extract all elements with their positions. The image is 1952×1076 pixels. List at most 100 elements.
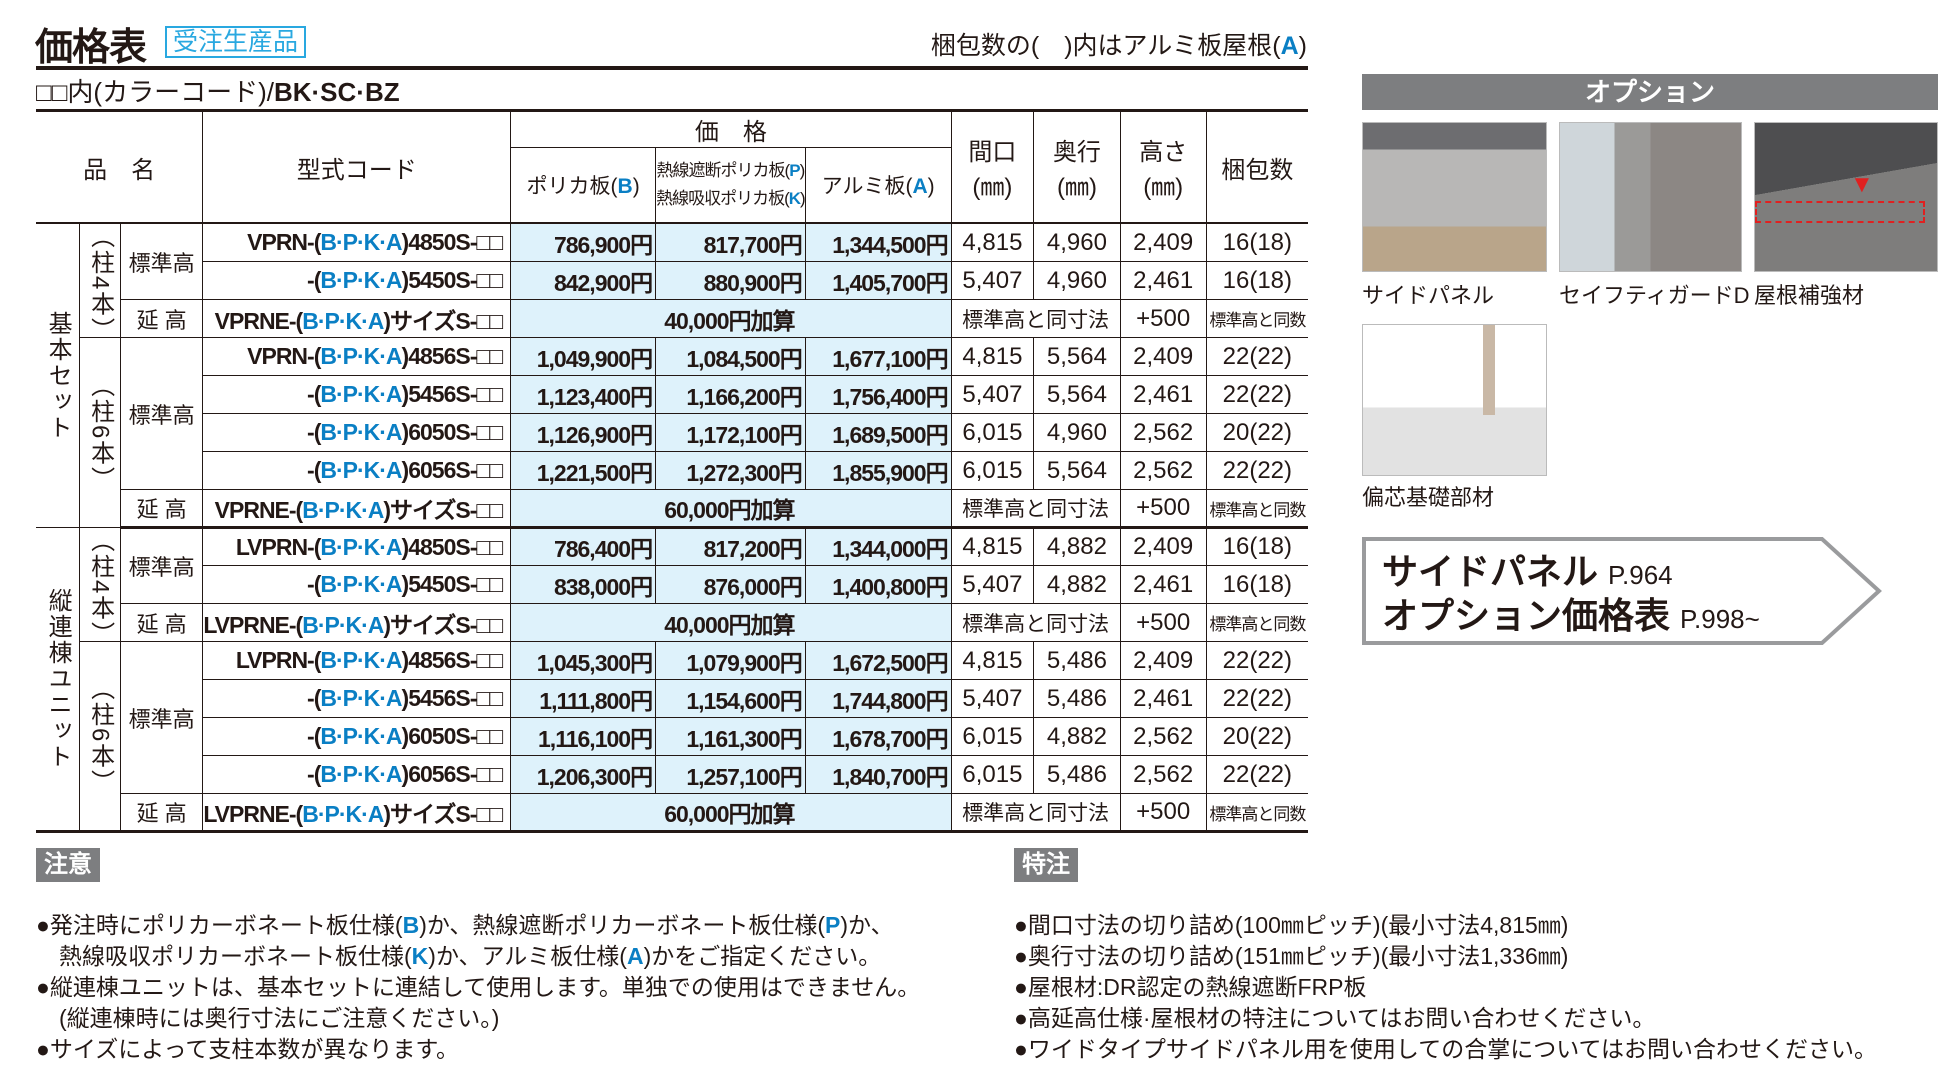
- option-page-link[interactable]: サイドパネル P.964 オプション価格表 P.998~: [1362, 537, 1882, 645]
- price-polycarbonate: 1,206,300円: [510, 755, 657, 794]
- price-heat-cut: 1,084,500円: [655, 337, 806, 376]
- height-mm: 2,409: [1119, 223, 1207, 262]
- width-mm: 6,015: [950, 451, 1035, 490]
- side-panel-link[interactable]: サイドパネル P.964: [1382, 543, 1673, 595]
- offset-foundation-image: [1362, 324, 1547, 476]
- width-mm: 4,815: [950, 223, 1035, 262]
- price-heat-cut: 1,161,300円: [655, 717, 806, 756]
- code-prefix: -(: [307, 761, 321, 787]
- price-aluminum: 1,677,100円: [804, 337, 952, 376]
- pack-count: 22(22): [1205, 641, 1308, 680]
- code-suffix: )5450S-□□: [401, 267, 504, 293]
- dimensions-same: 標準高と同寸法: [950, 489, 1121, 529]
- code-prefix: -(: [307, 419, 321, 445]
- code-variant: B·P·K·A: [302, 497, 384, 523]
- model-code: -(B·P·K·A)6056S-□□: [202, 451, 512, 490]
- code-prefix: LVPRN-(: [235, 647, 322, 673]
- header-height: 高さ (㎜): [1119, 110, 1207, 223]
- width-mm: 5,407: [950, 679, 1035, 718]
- post-count-label: （柱6本）: [79, 337, 121, 528]
- note-text: )か、熱線遮断ポリカーボネート板仕様(: [419, 912, 826, 938]
- header-pack: 梱包数: [1205, 110, 1308, 223]
- height-type-label: 延 高: [120, 489, 204, 529]
- label: 熱線吸収ポリカ板(: [656, 189, 790, 208]
- dimensions-same: 標準高と同寸法: [950, 793, 1121, 832]
- table-row: -(B·P·K·A)6056S-□□ 1,221,500円 1,272,300円 1,…: [36, 451, 1308, 490]
- height-mm: 2,461: [1119, 261, 1207, 300]
- code-suffix: )4856S-□□: [401, 343, 504, 369]
- height-mm: 2,461: [1119, 375, 1207, 414]
- price-heat-cut: 1,257,100円: [655, 755, 806, 794]
- code-prefix: -(: [307, 457, 321, 483]
- header-depth-label: 奥行: [1052, 139, 1101, 166]
- note-line: ●発注時にポリカーボネート板仕様(B)か、熱線遮断ポリカーボネート板仕様(P)か…: [36, 906, 894, 940]
- note-text: )か、: [840, 912, 894, 938]
- header-depth-unit: (㎜): [1056, 174, 1097, 201]
- code-suffix: )サイズS-□□: [383, 611, 503, 638]
- height-addition: +500: [1119, 299, 1207, 338]
- code-suffix: )サイズS-□□: [383, 497, 503, 523]
- code-prefix: -(: [307, 723, 321, 749]
- depth-mm: 5,486: [1033, 755, 1121, 794]
- label: ): [799, 161, 806, 180]
- price-addition: 60,000円加算: [510, 793, 952, 832]
- code-prefix: -(: [307, 685, 321, 711]
- depth-mm: 4,960: [1033, 261, 1121, 300]
- note-text: (縦連棟時には奥行寸法にご注意ください。): [36, 1005, 500, 1031]
- height-type-label: 延 高: [120, 793, 204, 832]
- header-width-label: 間口: [968, 139, 1017, 166]
- code-suffix: )5456S-□□: [401, 381, 504, 407]
- note-text: ●縦連棟ユニットは、基本セットに連結して使用します。単独での使用はできません。: [36, 974, 921, 1000]
- price-polycarbonate: 786,900円: [510, 223, 657, 262]
- depth-mm: 4,882: [1033, 527, 1121, 566]
- code-prefix: LVPRNE-(: [203, 611, 303, 638]
- table-row: 延 高 VPRNE-(B·P·K·A)サイズS-□□ 60,000円加算 標準高と同寸…: [36, 489, 1308, 529]
- pack-note: 梱包数の( )内はアルミ板屋根(A): [931, 26, 1307, 62]
- note-text: )かをご指定ください。: [643, 943, 882, 969]
- option-price-link[interactable]: オプション価格表 P.998~: [1382, 587, 1760, 639]
- height-mm: 2,562: [1119, 413, 1207, 452]
- code-variant: B·P·K·A: [320, 267, 402, 293]
- code-suffix: )4850S-□□: [401, 229, 504, 255]
- header-price-pk: 熱線遮断ポリカ板(P) 熱線吸収ポリカ板(K): [655, 147, 806, 223]
- header-height-label: 高さ: [1139, 139, 1188, 166]
- model-code: -(B·P·K·A)6050S-□□: [202, 413, 512, 452]
- post-count-label: （柱4本）: [79, 223, 121, 343]
- note-text: 熱線吸収ポリカーボネート板仕様(: [36, 943, 412, 969]
- dimensions-same: 標準高と同寸法: [950, 603, 1121, 642]
- table-row: -(B·P·K·A)6050S-□□ 1,126,900円 1,172,100円 1,…: [36, 413, 1308, 452]
- price-addition: 40,000円加算: [510, 603, 952, 642]
- link-page: P.998~: [1680, 604, 1760, 634]
- height-mm: 2,409: [1119, 527, 1207, 566]
- model-code: VPRN-(B·P·K·A)4850S-□□: [202, 223, 512, 262]
- letter: B: [617, 175, 633, 198]
- note-line: 熱線吸収ポリカーボネート板仕様(K)か、アルミ板仕様(A)かをご指定ください。: [36, 937, 881, 971]
- price-polycarbonate: 786,400円: [510, 527, 657, 566]
- color-note-label: □□内(カラーコード)/: [36, 77, 274, 107]
- price-polycarbonate: 1,126,900円: [510, 413, 657, 452]
- model-code: LVPRNE-(B·P·K·A)サイズS-□□: [202, 793, 512, 832]
- height-type-label: 標準高: [119, 527, 204, 604]
- pack-count: 22(22): [1205, 337, 1308, 376]
- depth-mm: 5,564: [1033, 375, 1121, 414]
- red-arrow-icon: ▼: [1850, 171, 1874, 198]
- width-mm: 4,815: [950, 527, 1035, 566]
- special-line: ●間口寸法の切り詰め(100㎜ピッチ)(最小寸法4,815㎜): [1014, 912, 1569, 938]
- pack-count: 16(18): [1205, 565, 1308, 604]
- code-prefix: LVPRN-(: [235, 533, 322, 560]
- pack-count: 22(22): [1205, 451, 1308, 490]
- reinforcement-marker: [1755, 201, 1925, 223]
- code-suffix: )6056S-□□: [401, 457, 504, 483]
- note-text: ●発注時にポリカーボネート板仕様(: [36, 912, 403, 938]
- letter: A: [912, 175, 928, 198]
- caption-offset-foundation: 偏芯基礎部材: [1362, 485, 1495, 510]
- note-line: (縦連棟時には奥行寸法にご注意ください。): [36, 999, 499, 1033]
- price-polycarbonate: 842,900円: [510, 261, 657, 300]
- pack-count: 標準高と同数: [1205, 299, 1308, 338]
- notes-tag: 注意: [36, 848, 100, 882]
- depth-mm: 4,960: [1033, 413, 1121, 452]
- pack-count: 標準高と同数: [1205, 603, 1308, 642]
- code-suffix: )6056S-□□: [401, 761, 504, 787]
- code-suffix: )サイズS-□□: [383, 307, 503, 334]
- code-variant: B·P·K·A: [320, 571, 402, 597]
